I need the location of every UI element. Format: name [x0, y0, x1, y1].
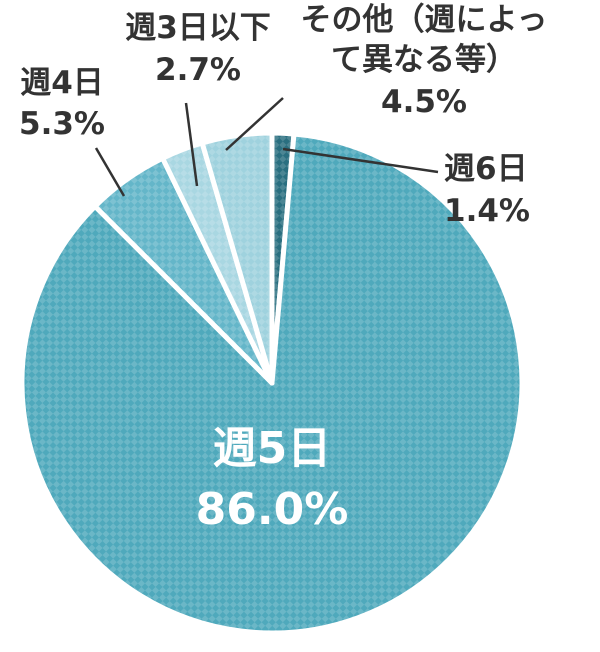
pie-texture: [21, 133, 522, 634]
leader-line-6days: [282, 147, 439, 174]
slice-6days-texture: [272, 133, 294, 383]
slice-3days-texture: [162, 142, 272, 383]
label-3days-name: 週3日以下: [125, 10, 271, 46]
slice-4days-texture: [95, 158, 272, 383]
label-3days-value: 2.7%: [155, 52, 241, 88]
label-other-value: 4.5%: [381, 84, 467, 120]
slice-other-texture: [202, 133, 272, 383]
label-other-line1: その他（週によっ: [300, 2, 547, 38]
label-5days-name: 週5日: [213, 423, 332, 474]
label-5days-value: 86.0%: [196, 484, 349, 535]
label-6days-name: 週6日: [444, 151, 528, 187]
label-6days-value: 1.4%: [444, 193, 530, 229]
leader-line-other: [225, 97, 284, 151]
leader-line-4days: [94, 147, 126, 197]
label-other-line2: て異なる等）: [331, 42, 517, 78]
leader-line-3days: [184, 102, 199, 187]
label-4days-value: 5.3%: [19, 106, 105, 142]
slice-5days-texture: [21, 133, 522, 634]
label-4days-name: 週4日: [20, 65, 104, 101]
